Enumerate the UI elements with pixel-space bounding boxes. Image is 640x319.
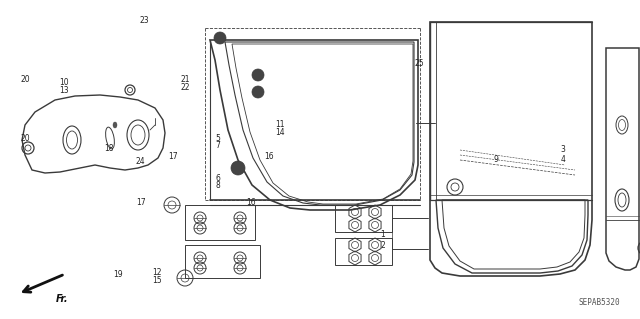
Text: 22: 22 (181, 83, 190, 92)
Text: 18: 18 (104, 144, 113, 153)
Text: SEPAB5320: SEPAB5320 (579, 298, 620, 307)
Text: 17: 17 (168, 152, 178, 161)
Text: 21: 21 (181, 75, 190, 84)
Text: 15: 15 (152, 276, 162, 285)
Text: 19: 19 (113, 270, 124, 279)
Text: 6: 6 (215, 174, 220, 183)
Text: 16: 16 (246, 198, 256, 207)
Text: 20: 20 (20, 75, 31, 84)
Circle shape (231, 161, 245, 175)
Text: 11: 11 (276, 120, 285, 129)
Text: 1: 1 (380, 230, 385, 239)
Text: 7: 7 (215, 141, 220, 150)
Text: 5: 5 (215, 134, 220, 143)
Circle shape (252, 69, 264, 81)
Text: 23: 23 (139, 16, 149, 25)
Text: 10: 10 (59, 78, 69, 87)
Text: 4: 4 (561, 155, 566, 164)
Text: 12: 12 (152, 268, 161, 277)
Text: 25: 25 (414, 59, 424, 68)
Text: 8: 8 (215, 181, 220, 189)
Ellipse shape (113, 122, 117, 128)
Text: 9: 9 (493, 155, 499, 164)
Text: 20: 20 (20, 134, 31, 143)
Text: Fr.: Fr. (56, 294, 68, 304)
Circle shape (252, 86, 264, 98)
Text: 16: 16 (264, 152, 274, 161)
Circle shape (214, 32, 226, 44)
Text: 13: 13 (59, 86, 69, 95)
Text: 2: 2 (380, 241, 385, 250)
Text: 14: 14 (275, 128, 285, 137)
Text: 3: 3 (561, 145, 566, 154)
Text: 17: 17 (136, 198, 146, 207)
Text: 24: 24 (136, 157, 146, 166)
